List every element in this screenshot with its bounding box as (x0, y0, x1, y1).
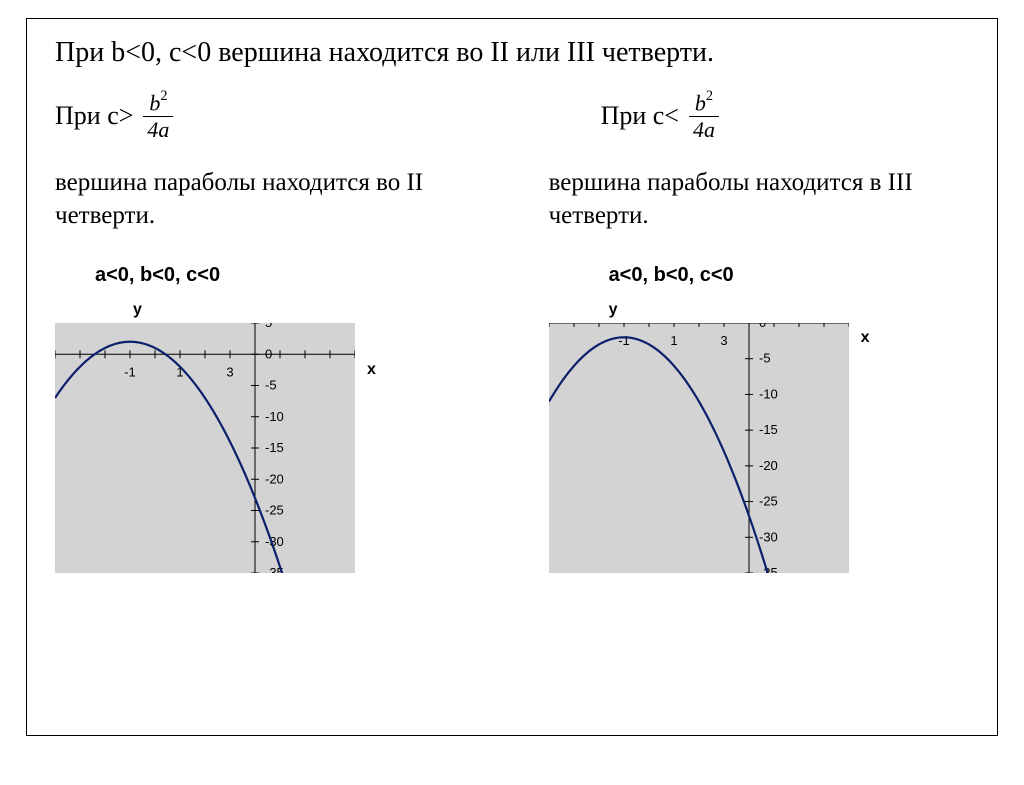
right-column: При с< b2 4a вершина параболы находится … (549, 91, 969, 573)
left-formula: При с> b2 4a (55, 91, 475, 141)
left-frac-denominator: 4a (141, 117, 175, 141)
left-frac-numerator: b2 (143, 91, 173, 117)
right-chart-wrap: -1 1 3 0 -5 -10 -15 -20 -25 -30 -35 x (549, 323, 969, 573)
right-fraction: b2 4a (687, 91, 721, 141)
svg-text:-15: -15 (759, 422, 778, 437)
right-description: вершина параболы находится в III четверт… (549, 167, 969, 232)
content-frame: При b<0, c<0 вершина находится во II или… (26, 18, 998, 736)
right-frac-numerator: b2 (689, 91, 719, 117)
left-fraction: b2 4a (141, 91, 175, 141)
right-formula-prefix: При с< (601, 101, 679, 131)
left-x-label: x (367, 361, 376, 379)
svg-text:-5: -5 (265, 378, 277, 393)
svg-text:-10: -10 (265, 409, 284, 424)
svg-text:-20: -20 (759, 458, 778, 473)
right-formula: При с< b2 4a (549, 91, 969, 141)
svg-text:-15: -15 (265, 440, 284, 455)
right-condition: a<0, b<0, c<0 (609, 264, 969, 287)
svg-text:-10: -10 (759, 387, 778, 402)
svg-text:-35: -35 (759, 565, 778, 573)
right-x-label: x (861, 329, 870, 347)
right-y-label: y (609, 301, 969, 319)
svg-text:5: 5 (265, 323, 272, 330)
page-title: При b<0, c<0 вершина находится во II или… (55, 37, 969, 69)
left-chart-wrap: -11350-5-10-15-20-25-30-35 x (55, 323, 475, 573)
left-column: При с> b2 4a вершина параболы находится … (55, 91, 475, 573)
svg-text:-1: -1 (124, 365, 136, 380)
svg-text:-25: -25 (265, 503, 284, 518)
right-chart: -1 1 3 0 -5 -10 -15 -20 -25 -30 -35 (549, 323, 849, 573)
two-column-layout: При с> b2 4a вершина параболы находится … (55, 91, 969, 573)
svg-text:3: 3 (226, 365, 233, 380)
svg-text:3: 3 (720, 333, 727, 348)
left-condition: a<0, b<0, c<0 (95, 264, 475, 287)
left-description: вершина параболы находится во II четверт… (55, 167, 475, 232)
svg-text:0: 0 (265, 347, 272, 362)
svg-text:-25: -25 (759, 494, 778, 509)
svg-text:1: 1 (670, 333, 677, 348)
svg-text:-30: -30 (265, 534, 284, 549)
svg-text:-5: -5 (759, 351, 771, 366)
svg-text:0: 0 (759, 323, 766, 330)
left-formula-prefix: При с> (55, 101, 133, 131)
left-y-label: y (133, 301, 475, 319)
svg-text:-30: -30 (759, 530, 778, 545)
svg-text:-1: -1 (618, 333, 630, 348)
right-frac-denominator: 4a (687, 117, 721, 141)
left-chart: -11350-5-10-15-20-25-30-35 (55, 323, 355, 573)
svg-text:-20: -20 (265, 472, 284, 487)
